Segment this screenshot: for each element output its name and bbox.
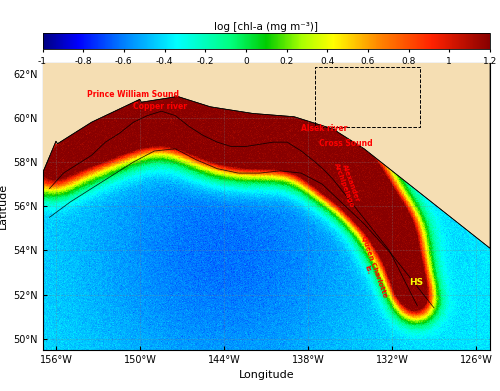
Text: Cross Sound: Cross Sound [320,140,373,149]
Text: Prince William Sound: Prince William Sound [88,90,179,99]
Text: Queen Charlotte
Is.: Queen Charlotte Is. [354,235,388,301]
Title: log [chl-a (mg m⁻³)]: log [chl-a (mg m⁻³)] [214,22,318,32]
Y-axis label: Latitude: Latitude [0,183,8,229]
Text: Alexander
Archipelago: Alexander Archipelago [333,160,362,209]
Polygon shape [42,63,490,248]
Text: Alsek river: Alsek river [301,124,348,133]
Text: HS: HS [409,278,423,287]
Text: Copper river: Copper river [134,102,188,111]
X-axis label: Longitude: Longitude [238,370,294,380]
